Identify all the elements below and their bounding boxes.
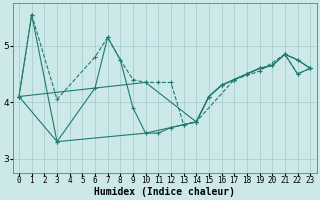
X-axis label: Humidex (Indice chaleur): Humidex (Indice chaleur) bbox=[94, 186, 235, 197]
